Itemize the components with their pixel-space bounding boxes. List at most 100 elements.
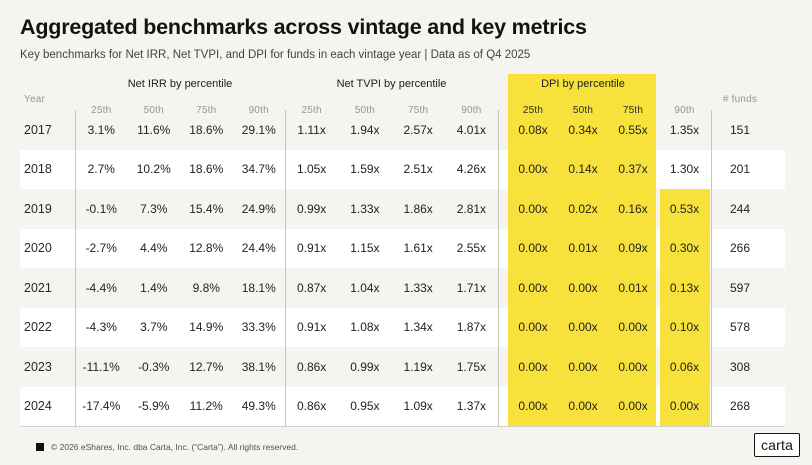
- net-tvpi-cell: 0.99x: [296, 201, 327, 216]
- net-irr-cell: 7.3%: [140, 201, 168, 216]
- group-header-row: Net IRR by percentile Net TVPI by percen…: [20, 74, 785, 94]
- column-header-percentile: 25th: [91, 105, 112, 116]
- net-tvpi-cell: 1.15x: [350, 241, 380, 256]
- dpi-cell: 0.02x: [568, 201, 598, 216]
- dpi-90th-cell: 0.13x: [669, 280, 700, 295]
- net-irr-cell: 14.9%: [189, 320, 224, 335]
- dpi-cell: 0.01x: [568, 241, 598, 256]
- dpi-cell: 0.00x: [618, 359, 648, 374]
- net-irr-cell: 3.7%: [140, 320, 168, 335]
- net-tvpi-cell: 4.26x: [456, 162, 487, 177]
- net-irr-cell: -0.1%: [85, 201, 117, 216]
- net-tvpi-cell: 1.11x: [297, 122, 326, 137]
- dpi-cell: 0.00x: [568, 280, 598, 295]
- net-tvpi-cell: 1.33x: [403, 280, 433, 295]
- column-header-percentile: 75th: [622, 105, 644, 116]
- row-background-band: [20, 307, 785, 347]
- table-row: 2020 -2.7% 4.4% 12.8% 24.4% 0.91x 1.15x 1.61x 2.…: [20, 229, 785, 269]
- dpi-cell: 0.00x: [518, 320, 548, 335]
- dpi-cell: 0.00x: [568, 320, 598, 335]
- net-tvpi-cell: 1.37x: [456, 399, 487, 414]
- table-row: 2024 -17.4% -5.9% 11.2% 49.3% 0.86x 0.95x 1.09x…: [20, 387, 785, 427]
- net-tvpi-cell: 1.61x: [403, 241, 433, 256]
- net-tvpi-cell: 1.19x: [403, 359, 433, 374]
- column-header-percentile: 25th: [522, 105, 544, 116]
- row-background-band: [20, 149, 785, 189]
- column-header-percentile: 90th: [461, 105, 482, 116]
- dpi-90th-cell: 0.53x: [669, 201, 700, 216]
- net-tvpi-cell: 4.01x: [456, 122, 487, 137]
- column-header-funds: # funds: [722, 94, 758, 105]
- net-irr-cell: 2.7%: [87, 162, 115, 177]
- dpi-cell: 0.16x: [618, 201, 648, 216]
- footer-copyright: © 2026 eShares, Inc. dba Carta, Inc. (“C…: [51, 442, 299, 452]
- net-tvpi-cell: 1.71x: [456, 280, 487, 295]
- net-tvpi-cell: 1.34x: [403, 320, 433, 335]
- year-cell: 2024: [24, 399, 52, 414]
- net-irr-cell: 29.1%: [241, 122, 276, 137]
- carta-logo: carta: [754, 433, 800, 457]
- table-row: 2023 -11.1% -0.3% 12.7% 38.1% 0.86x 0.99x 1.19x…: [20, 347, 785, 387]
- dpi-90th-cell: 0.00x: [669, 399, 700, 414]
- funds-cell: 268: [729, 399, 751, 414]
- net-irr-cell: -5.9%: [138, 399, 170, 414]
- dpi-90th-cell: 0.06x: [669, 359, 700, 374]
- column-header-percentile: 25th: [301, 105, 322, 116]
- dpi-90th-cell: 0.10x: [669, 320, 700, 335]
- year-cell: 2022: [24, 320, 52, 335]
- table-row: 2021 -4.4% 1.4% 9.8% 18.1% 0.87x 1.04x 1.33x 1.7…: [20, 268, 785, 308]
- dpi-cell: 0.00x: [518, 241, 548, 256]
- year-cell: 2021: [24, 280, 52, 295]
- net-irr-cell: -17.4%: [82, 399, 121, 414]
- dpi-cell: 0.01x: [618, 280, 648, 295]
- funds-cell: 578: [729, 320, 751, 335]
- net-tvpi-cell: 0.86x: [296, 359, 327, 374]
- net-irr-cell: 4.4%: [140, 241, 168, 256]
- dpi-90th-cell: 0.30x: [669, 241, 700, 256]
- year-cell: 2017: [24, 122, 52, 137]
- year-cell: 2023: [24, 359, 52, 374]
- table-row: 2017 3.1% 11.6% 18.6% 29.1% 1.11x 1.94x 2.57x 4.…: [20, 110, 785, 150]
- row-background-band: [20, 228, 785, 268]
- column-separator: [711, 110, 712, 426]
- net-irr-cell: 18.6%: [189, 122, 224, 137]
- net-irr-cell: 11.2%: [189, 399, 223, 414]
- column-header-percentile: 50th: [572, 105, 594, 116]
- dpi-cell: 0.09x: [618, 241, 648, 256]
- table-row: 2022 -4.3% 3.7% 14.9% 33.3% 0.91x 1.08x 1.34x 1.…: [20, 308, 785, 348]
- year-cell: 2020: [24, 241, 52, 256]
- dpi-cell: 0.00x: [568, 359, 598, 374]
- net-irr-cell: 24.4%: [241, 241, 276, 256]
- dpi-90th-cell: 1.30x: [669, 162, 700, 177]
- net-irr-cell: 38.1%: [241, 359, 276, 374]
- net-tvpi-cell: 1.08x: [350, 320, 380, 335]
- net-irr-cell: 34.7%: [241, 162, 276, 177]
- net-irr-cell: 9.8%: [192, 280, 220, 295]
- net-irr-cell: -2.7%: [85, 241, 117, 256]
- net-irr-cell: 12.8%: [189, 241, 224, 256]
- column-separator: [498, 110, 499, 426]
- column-separator: [75, 110, 76, 426]
- table-row: 2018 2.7% 10.2% 18.6% 34.7% 1.05x 1.59x 2.51x 4.…: [20, 150, 785, 190]
- net-irr-cell: 10.2%: [136, 162, 171, 177]
- dpi-cell: 0.00x: [518, 201, 548, 216]
- net-tvpi-cell: 2.81x: [456, 201, 487, 216]
- dpi-cell: 0.34x: [568, 122, 598, 137]
- net-tvpi-cell: 2.57x: [403, 122, 433, 137]
- funds-cell: 597: [729, 280, 751, 295]
- net-irr-cell: 11.6%: [137, 122, 171, 137]
- dpi-cell: 0.00x: [518, 162, 548, 177]
- column-header-row: Year # funds 25th 50th 75th 90th 25th 50th 75t…: [20, 94, 785, 116]
- net-tvpi-cell: 0.91x: [296, 241, 327, 256]
- net-tvpi-cell: 0.91x: [296, 320, 327, 335]
- dpi-cell: 0.14x: [568, 162, 598, 177]
- column-header-percentile: 50th: [143, 105, 164, 116]
- dpi-90th-cell: 1.35x: [669, 122, 700, 137]
- column-header-percentile: 90th: [248, 105, 269, 116]
- net-tvpi-cell: 1.04x: [350, 280, 380, 295]
- net-irr-cell: 24.9%: [241, 201, 276, 216]
- funds-cell: 308: [729, 359, 751, 374]
- funds-cell: 266: [729, 241, 751, 256]
- group-header-dpi: DPI by percentile: [541, 78, 625, 90]
